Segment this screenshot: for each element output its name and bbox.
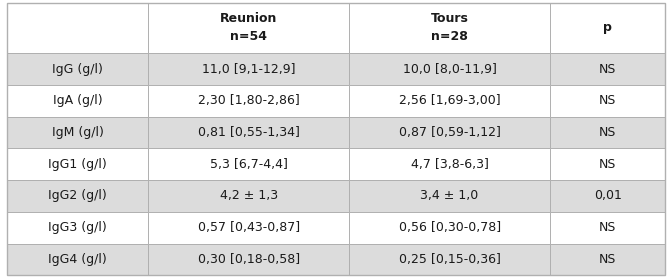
Text: 0,56 [0,30-0,78]: 0,56 [0,30-0,78] <box>398 221 501 234</box>
Text: IgG1 (g/l): IgG1 (g/l) <box>48 158 107 171</box>
Bar <box>149 212 349 244</box>
Text: NS: NS <box>599 94 616 107</box>
Bar <box>349 3 550 53</box>
Text: Reunion
n=54: Reunion n=54 <box>220 13 278 43</box>
Text: 2,56 [1,69-3,00]: 2,56 [1,69-3,00] <box>398 94 501 107</box>
Bar <box>349 212 550 244</box>
Bar <box>7 212 149 244</box>
Text: 5,3 [6,7-4,4]: 5,3 [6,7-4,4] <box>210 158 288 171</box>
Text: 0,30 [0,18-0,58]: 0,30 [0,18-0,58] <box>198 253 300 266</box>
Text: 0,57 [0,43-0,87]: 0,57 [0,43-0,87] <box>198 221 300 234</box>
Bar <box>7 148 149 180</box>
Bar <box>349 116 550 148</box>
Text: 0,87 [0,59-1,12]: 0,87 [0,59-1,12] <box>398 126 501 139</box>
Text: 0,01: 0,01 <box>594 189 622 202</box>
Bar <box>550 85 665 117</box>
Bar <box>149 148 349 180</box>
Text: 4,7 [3,8-6,3]: 4,7 [3,8-6,3] <box>411 158 489 171</box>
Bar <box>550 212 665 244</box>
Text: NS: NS <box>599 158 616 171</box>
Bar <box>550 53 665 85</box>
Bar <box>7 244 149 275</box>
Bar <box>349 244 550 275</box>
Text: IgG (g/l): IgG (g/l) <box>52 63 103 76</box>
Bar <box>7 53 149 85</box>
Text: IgM (g/l): IgM (g/l) <box>52 126 103 139</box>
Bar <box>550 116 665 148</box>
Text: NS: NS <box>599 253 616 266</box>
Bar <box>7 3 149 53</box>
Text: NS: NS <box>599 126 616 139</box>
Bar <box>149 85 349 117</box>
Bar <box>7 116 149 148</box>
Bar <box>7 180 149 212</box>
Text: IgG2 (g/l): IgG2 (g/l) <box>48 189 107 202</box>
Text: 11,0 [9,1-12,9]: 11,0 [9,1-12,9] <box>202 63 296 76</box>
Bar <box>550 148 665 180</box>
Text: 0,25 [0,15-0,36]: 0,25 [0,15-0,36] <box>398 253 501 266</box>
Bar <box>349 85 550 117</box>
Bar <box>149 180 349 212</box>
Bar <box>550 3 665 53</box>
Bar <box>149 116 349 148</box>
Bar <box>349 180 550 212</box>
Text: Tours
n=28: Tours n=28 <box>431 13 468 43</box>
Text: p: p <box>603 21 612 34</box>
Bar <box>349 148 550 180</box>
Bar <box>7 85 149 117</box>
Bar <box>349 53 550 85</box>
Bar <box>149 53 349 85</box>
Text: 0,81 [0,55-1,34]: 0,81 [0,55-1,34] <box>198 126 300 139</box>
Bar <box>149 244 349 275</box>
Bar <box>149 3 349 53</box>
Text: NS: NS <box>599 63 616 76</box>
Text: IgA (g/l): IgA (g/l) <box>52 94 102 107</box>
Text: 2,30 [1,80-2,86]: 2,30 [1,80-2,86] <box>198 94 300 107</box>
Text: 10,0 [8,0-11,9]: 10,0 [8,0-11,9] <box>403 63 497 76</box>
Text: 3,4 ± 1,0: 3,4 ± 1,0 <box>421 189 478 202</box>
Bar <box>550 244 665 275</box>
Text: NS: NS <box>599 221 616 234</box>
Text: IgG4 (g/l): IgG4 (g/l) <box>48 253 107 266</box>
Bar <box>550 180 665 212</box>
Text: IgG3 (g/l): IgG3 (g/l) <box>48 221 107 234</box>
Text: 4,2 ± 1,3: 4,2 ± 1,3 <box>220 189 278 202</box>
